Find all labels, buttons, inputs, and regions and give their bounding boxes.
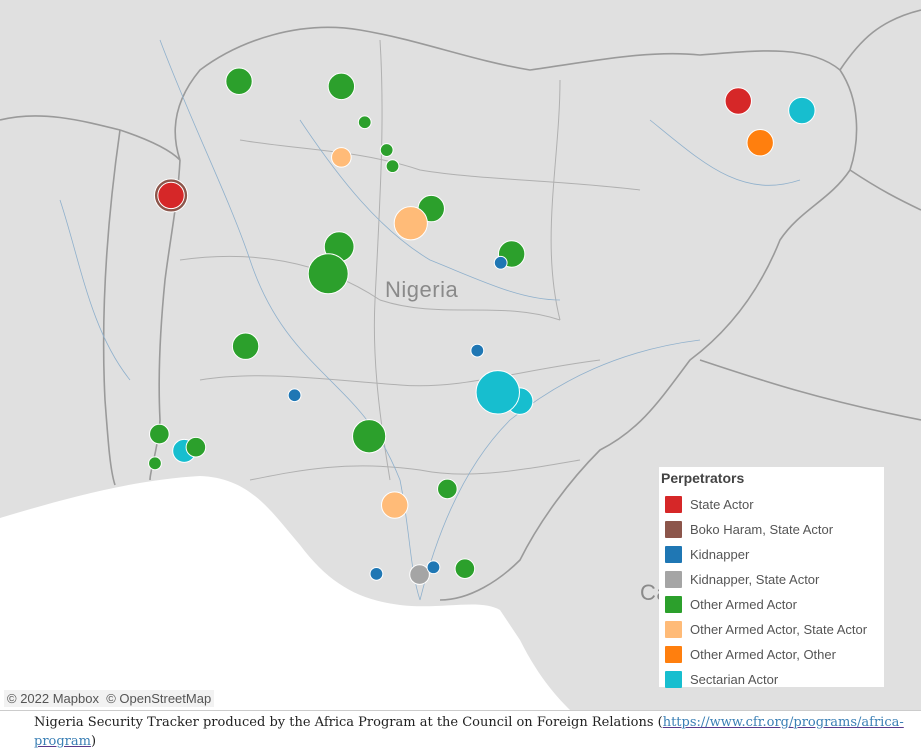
legend-item[interactable]: Sectarian Actor <box>661 667 884 692</box>
caption-text: Nigeria Security Tracker produced by the… <box>34 715 663 730</box>
incident-marker[interactable] <box>379 143 394 157</box>
incident-marker[interactable] <box>381 491 409 519</box>
map[interactable]: Nigeria Ca © 2022 Mapbox © OpenStreetMap… <box>0 0 921 711</box>
legend-label: Boko Haram, State Actor <box>690 522 834 537</box>
incident-marker[interactable] <box>746 129 774 157</box>
legend-item[interactable]: Boko Haram, State Actor <box>661 517 884 542</box>
incident-marker[interactable] <box>307 253 349 295</box>
legend-swatch <box>665 521 682 538</box>
markers <box>148 67 816 585</box>
legend-item[interactable]: State Actor <box>661 492 884 517</box>
incident-marker[interactable] <box>352 419 387 454</box>
osm-attribution-link[interactable]: © OpenStreetMap <box>106 691 212 706</box>
legend-swatch <box>665 621 682 638</box>
incident-marker[interactable] <box>454 558 476 580</box>
legend-item[interactable]: Other Armed Actor, Other <box>661 642 884 667</box>
legend-item[interactable]: Other Armed Actor <box>661 592 884 617</box>
legend-label: Other Armed Actor <box>690 597 797 612</box>
mapbox-attribution-link[interactable]: © 2022 Mapbox <box>7 691 99 706</box>
incident-marker[interactable] <box>231 332 260 360</box>
rivers <box>59 39 801 601</box>
legend-label: Kidnapper, State Actor <box>690 572 820 587</box>
incident-marker[interactable] <box>493 255 508 270</box>
incident-marker[interactable] <box>287 388 302 403</box>
legend-swatch <box>665 646 682 663</box>
incident-marker[interactable] <box>157 181 185 210</box>
legend-item[interactable]: Kidnapper <box>661 542 884 567</box>
cfr-link[interactable]: https://www.cfr.org/programs/africa-prog… <box>34 715 904 749</box>
incident-marker[interactable] <box>426 560 441 575</box>
legend-title: Perpetrators <box>661 470 745 486</box>
legend-label: Other Armed Actor, State Actor <box>690 622 868 637</box>
legend-items: State Actor Boko Haram, State Actor Kidnap… <box>661 492 884 692</box>
incident-marker[interactable] <box>385 159 400 174</box>
incident-marker[interactable] <box>475 370 520 415</box>
incident-marker[interactable] <box>331 147 352 168</box>
sea <box>0 476 570 710</box>
map-canvas <box>0 9 921 710</box>
legend-label: State Actor <box>690 497 754 512</box>
incident-marker[interactable] <box>225 67 253 95</box>
caption-line: Nigeria Security Tracker produced by the… <box>0 713 912 751</box>
incident-marker[interactable] <box>470 343 485 358</box>
legend-swatch <box>665 571 682 588</box>
caption-close: ) <box>90 734 97 749</box>
legend-swatch <box>665 546 682 563</box>
incident-marker[interactable] <box>185 436 207 458</box>
legend-swatch <box>665 496 682 513</box>
legend-swatch <box>665 596 682 613</box>
incident-marker[interactable] <box>788 96 816 125</box>
incident-marker[interactable] <box>409 564 430 585</box>
incident-marker[interactable] <box>148 456 162 471</box>
legend-item[interactable]: Kidnapper, State Actor <box>661 567 884 592</box>
caption: Nigeria Security Tracker produced by the… <box>0 713 912 751</box>
incident-marker[interactable] <box>724 87 752 115</box>
incident-marker[interactable] <box>149 423 170 445</box>
legend-label: Other Armed Actor, Other <box>690 647 836 662</box>
legend-item[interactable]: Other Armed Actor, State Actor <box>661 617 884 642</box>
legend-label: Kidnapper <box>690 547 750 562</box>
country-boundaries <box>0 9 921 601</box>
incident-marker[interactable] <box>357 115 372 130</box>
state-boundaries <box>179 39 641 481</box>
incident-marker[interactable] <box>393 206 428 241</box>
incident-marker[interactable] <box>327 72 356 101</box>
country-label-nigeria: Nigeria <box>385 277 459 302</box>
legend-swatch <box>665 671 682 688</box>
incident-marker[interactable] <box>437 478 458 500</box>
incident-marker[interactable] <box>369 566 384 581</box>
map-attribution: © 2022 Mapbox © OpenStreetMap <box>4 690 215 707</box>
legend-label: Sectarian Actor <box>690 672 779 687</box>
legend: Perpetrators State Actor Boko Haram, Stat… <box>659 467 884 688</box>
